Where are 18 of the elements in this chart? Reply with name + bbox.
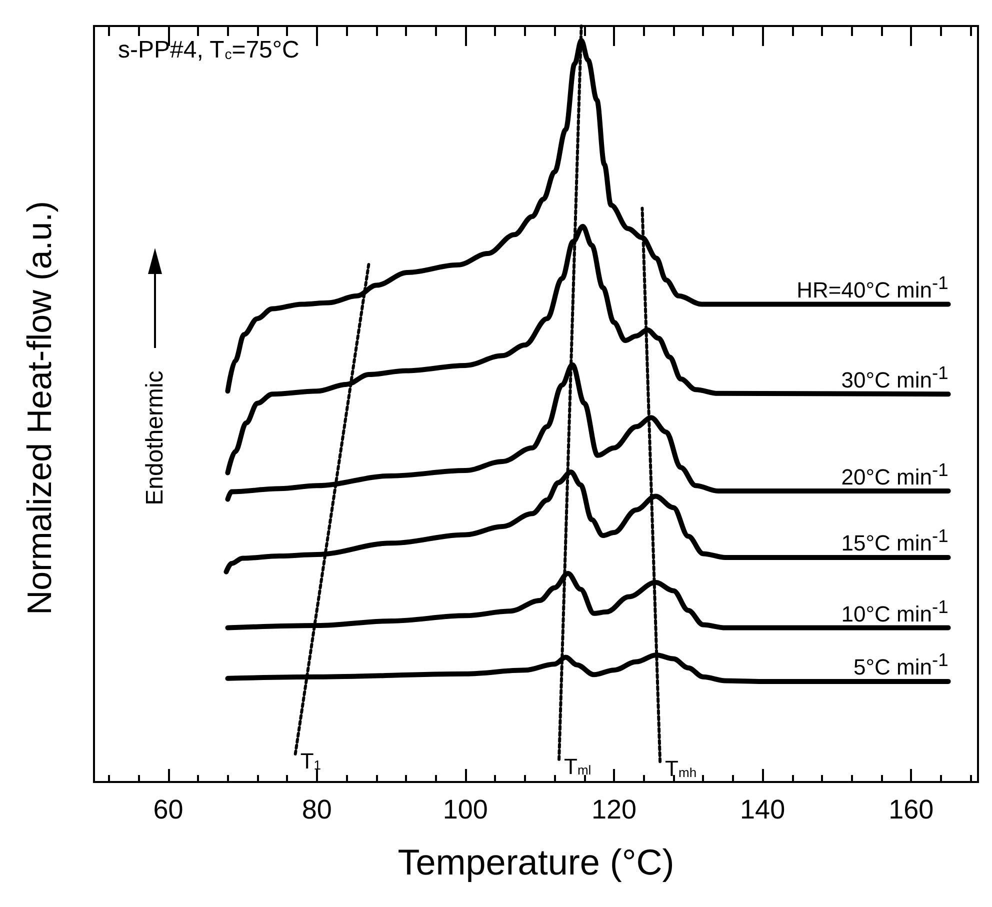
y-axis-title: Normalized Heat-flow (a.u.) xyxy=(21,201,59,615)
x-axis-title: Temperature (°C) xyxy=(398,842,674,882)
annotation: Endothermic xyxy=(142,370,168,506)
series-label: 20°C min$^{-1}$ xyxy=(841,458,948,490)
series-label: 30°C min$^{-1}$ xyxy=(841,361,948,394)
series-label: 15°C min$^{-1}$ xyxy=(841,524,948,557)
annotation: Tml xyxy=(564,754,592,779)
x-tick-label: 160 xyxy=(888,794,934,824)
series-label: HR=40°C min$^{-1}$ xyxy=(796,271,948,304)
x-tick-label: 60 xyxy=(153,794,184,824)
series-label: 5°C min$^{-1}$ xyxy=(854,648,948,681)
series-label: 10°C min$^{-1}$ xyxy=(841,594,948,628)
annotation: s-PP#4, Tc=75°C xyxy=(118,36,300,64)
x-tick-label: 100 xyxy=(442,794,488,824)
x-tick-label: 80 xyxy=(302,794,332,824)
x-tick-label: 120 xyxy=(591,794,637,824)
annotation: Tmh xyxy=(665,756,697,782)
x-tick-label: 140 xyxy=(740,794,786,824)
